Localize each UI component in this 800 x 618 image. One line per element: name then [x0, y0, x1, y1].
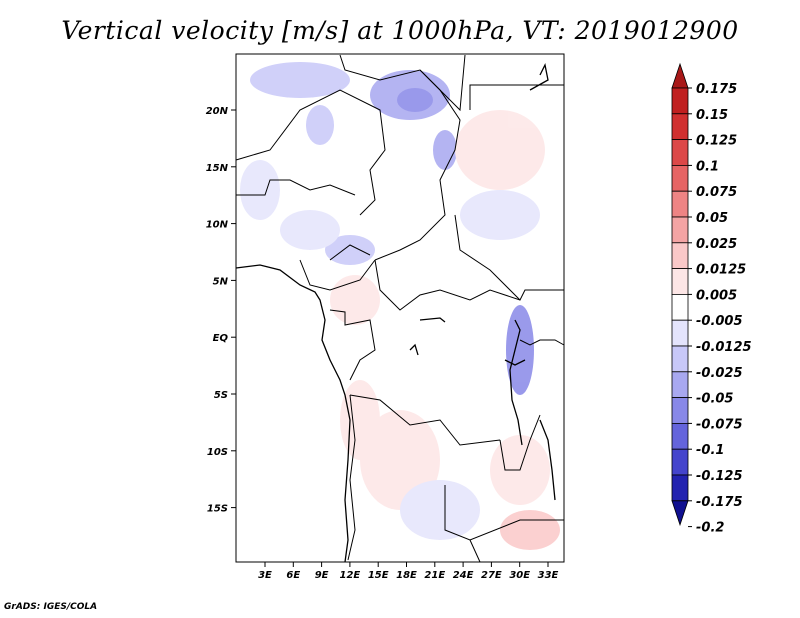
lon-axis: 3E 6E 9E 12E 15E 18E 21E 24E 27E 30E 33E	[258, 562, 559, 581]
colorbar-label: -0.025	[696, 366, 743, 381]
colorbar-segment	[671, 319, 689, 347]
colorbar-segment	[671, 113, 689, 141]
lon-tick-label: 27E	[481, 570, 502, 581]
colorbar-label: -0.125	[696, 469, 743, 484]
colorbar-segment	[671, 164, 689, 192]
colorbar-label: 0.175	[696, 82, 737, 97]
lon-tick-label: 9E	[315, 570, 329, 581]
colorbar-bottom-arrow	[671, 500, 689, 527]
colorbar-label: -0.175	[696, 495, 743, 510]
colorbar-segment	[671, 139, 689, 166]
map-frame	[235, 53, 565, 563]
lat-tick-label: EQ	[213, 333, 229, 344]
colorbar-segment	[671, 371, 689, 398]
lon-tick-label: 24E	[453, 570, 474, 581]
colorbar-segment	[671, 87, 689, 115]
lat-tick-label: 5N	[213, 276, 229, 287]
colorbar-label: -0.1	[696, 443, 724, 458]
lat-tick-label: 10S	[207, 447, 228, 458]
lon-tick-label: 12E	[340, 570, 361, 581]
coastlines	[235, 63, 556, 563]
colorbar-segment	[671, 474, 689, 502]
lat-tick-label: 20N	[206, 106, 229, 117]
colorbar-segment	[671, 293, 689, 321]
lon-tick-label: 30E	[509, 570, 530, 581]
lon-tick-label: 3E	[258, 570, 272, 581]
colorbar-label: 0.025	[696, 237, 737, 252]
colorbar-label: 0.005	[696, 288, 737, 303]
chart-title: Vertical velocity [m/s] at 1000hPa, VT: …	[61, 16, 739, 45]
colorbar: 0.175 0.15 0.125 0.1 0.075 0.05 0.025 0.0125 0.0…	[671, 62, 752, 536]
colorbar-label: -0.05	[696, 392, 733, 407]
colorbar-label: 0.05	[696, 211, 728, 226]
colorbar-segment	[671, 190, 689, 218]
lon-tick-label: 33E	[538, 570, 559, 581]
colorbar-segment	[671, 448, 689, 476]
colorbar-label: 0.1	[696, 159, 719, 174]
lat-tick-label: 10N	[206, 220, 229, 231]
lon-tick-label: 18E	[396, 570, 417, 581]
colorbar-segment	[671, 397, 689, 424]
colorbar-label: 0.15	[696, 108, 728, 123]
colorbar-segment	[671, 242, 689, 270]
colorbar-label: -0.005	[696, 314, 743, 329]
colorbar-label: -0.2	[696, 521, 724, 536]
colorbar-label: 0.0125	[696, 263, 746, 278]
country-borders	[235, 54, 565, 563]
colorbar-label: -0.0125	[696, 340, 752, 355]
colorbar-top-arrow	[671, 62, 689, 89]
colorbar-label: 0.125	[696, 134, 737, 149]
colorbar-label: 0.075	[696, 185, 737, 200]
lat-tick-label: 15N	[206, 163, 229, 174]
colorbar-segment	[671, 345, 689, 373]
colorbar-label: -0.075	[696, 417, 743, 432]
lon-tick-label: 15E	[368, 570, 389, 581]
colorbar-segment	[671, 268, 689, 295]
lon-tick-label: 6E	[286, 570, 300, 581]
colorbar-segment	[671, 422, 689, 450]
lon-tick-label: 21E	[424, 570, 445, 581]
grads-credit: GrADS: IGES/COLA	[4, 602, 98, 612]
colorbar-segment	[671, 216, 689, 244]
lat-tick-label: 5S	[214, 390, 228, 401]
lat-axis: 20N 15N 10N 5N EQ 5S 10S 15S	[206, 106, 236, 515]
lat-tick-label: 15S	[207, 504, 228, 515]
